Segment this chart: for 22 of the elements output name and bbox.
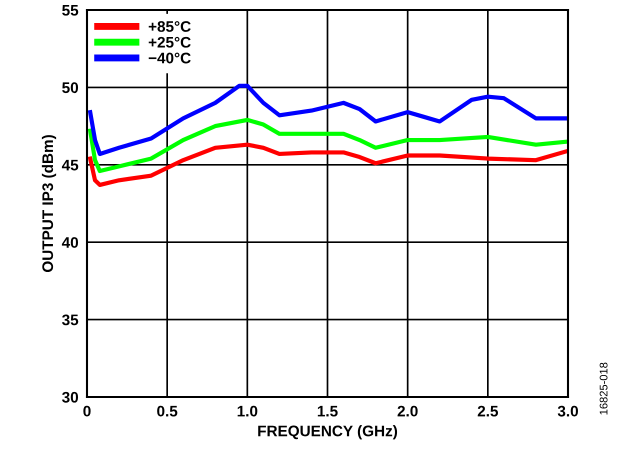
y-tick-label: 35	[62, 314, 78, 326]
y-tick-label: 30	[62, 392, 78, 403]
y-tick-label: 45	[62, 160, 78, 170]
y-tick-label: 55	[62, 5, 78, 16]
y-axis-title: OUTPUT IP3 (dBm)	[42, 135, 56, 272]
line-series	[88, 84, 568, 156]
x-tick-label: 0	[83, 406, 91, 417]
x-tick-label: 2.5	[478, 406, 498, 417]
x-axis-title: FREQUENCY (GHz)	[258, 425, 398, 440]
text: 16825-018	[600, 362, 608, 414]
x-tick-label: 2.0	[398, 406, 418, 417]
y-tick-label: 50	[62, 82, 78, 94]
y-tick-label: 40	[62, 237, 78, 248]
line-series	[88, 118, 568, 174]
line-series	[88, 142, 568, 188]
x-tick-label: 3.0	[558, 406, 578, 417]
x-tick-label: 1.0	[238, 406, 258, 417]
legend-label: +85°C	[148, 21, 191, 32]
x-tick-label: 0.5	[157, 406, 178, 417]
x-tick-label: 1.5	[318, 406, 338, 417]
legend-label: −40°C	[148, 52, 191, 64]
legend-label: +25°C	[148, 36, 191, 48]
